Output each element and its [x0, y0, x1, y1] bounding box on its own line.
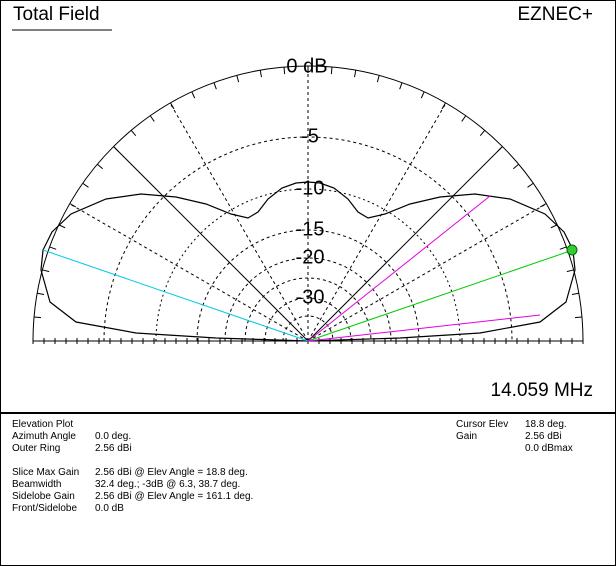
info-row: Sidelobe Gain 2.56 dBi @ Elev Angle = 161… [12, 491, 253, 503]
info-value: 2.56 dBi [95, 443, 132, 454]
beamwidth-line [307, 195, 491, 342]
ring-tick [330, 67, 333, 75]
plot-type: Elevation Plot [12, 419, 74, 430]
ring-tick [191, 91, 196, 99]
radial-line [113, 146, 309, 342]
info-row: Slice Max Gain 2.56 dBi @ Elev Angle = 18… [12, 467, 253, 479]
info-label: Sidelobe Gain [12, 491, 75, 502]
info-value: 2.56 dBi @ Elev Angle = 161.1 deg. [95, 491, 254, 502]
ring-tick [130, 130, 137, 137]
info-right: Cursor Elev 18.8 deg. Gain 2.56 dBi 0.0 dBm… [456, 419, 573, 455]
info-value: 0.0 deg. [95, 431, 132, 442]
ring-tick [283, 67, 286, 75]
title: Total Field [13, 4, 100, 25]
ring-tick [213, 82, 217, 90]
info-value: 0.0 dBmax [525, 443, 573, 454]
sidelobe-line [42, 249, 309, 342]
info-label: Cursor Elev [456, 419, 509, 430]
ring-tick [399, 82, 403, 90]
ring-tick [461, 115, 467, 122]
info-label: Outer Ring [12, 443, 61, 454]
ring-tick [527, 182, 534, 188]
pattern [40, 181, 576, 342]
radial-line [307, 203, 547, 342]
radial-line [169, 102, 309, 342]
ring-tick [376, 75, 380, 83]
ring-tick [236, 75, 240, 83]
info-value: 0.0 dB [95, 503, 124, 514]
tick-marks [32, 66, 584, 344]
ring-tick [571, 292, 579, 295]
info-label: Front/Sidelobe [12, 503, 78, 514]
ring-tick [259, 70, 262, 78]
ring-tick [512, 163, 519, 170]
app-name: EZNEC+ [518, 4, 594, 25]
info-row: Gain 2.56 dBi [456, 431, 573, 443]
info-row: Cursor Elev 18.8 deg. [456, 419, 573, 431]
info-value: 18.8 deg. [525, 419, 567, 430]
ring-tick [34, 316, 42, 319]
ring-tick [479, 130, 486, 137]
ring-label: 0 dB [286, 55, 327, 77]
radial-line [307, 102, 447, 342]
cursor-marker [566, 244, 578, 256]
cursor-line [307, 249, 574, 342]
info-label: Azimuth Angle [12, 431, 76, 442]
ring-label: -15 [296, 218, 325, 240]
info-row: 0.0 dBmax [456, 443, 573, 455]
ring-tick [566, 269, 574, 273]
frequency: 14.059 MHz [491, 380, 593, 401]
info-row: Beamwidth 32.4 deg.; -3dB @ 6.3, 38.7 deg… [12, 479, 253, 491]
info-frame [0, 413, 616, 566]
ring-tick [49, 246, 57, 250]
ring-tick [539, 203, 547, 208]
ring-tick [354, 70, 357, 78]
ring-tick [82, 182, 89, 188]
info-label: Beamwidth [12, 479, 62, 490]
ring-label: -30 [296, 286, 325, 308]
ring-tick [574, 316, 582, 319]
ring-tick [441, 102, 446, 110]
ring-labels: 0 dB -5 -10 -15 -20 -30 [286, 55, 327, 308]
info-left: Elevation Plot Azimuth Angle 0.0 deg. Oute… [12, 419, 253, 515]
info-label: Gain [456, 431, 478, 442]
info-row: Front/Sidelobe 0.0 dB [12, 503, 253, 515]
info-row: Azimuth Angle 0.0 deg. [12, 431, 253, 443]
ring-label: -10 [296, 177, 325, 199]
ring-tick [497, 146, 503, 152]
ring-tick [37, 292, 45, 295]
info-value: 2.56 dBi [525, 431, 562, 442]
info-row: Outer Ring 2.56 dBi [12, 443, 253, 455]
ring-tick [113, 146, 119, 152]
ring-tick [97, 163, 104, 170]
ring [224, 257, 392, 342]
ring-tick [559, 246, 567, 250]
radial-line [307, 146, 503, 342]
info-value: 32.4 deg.; -3dB @ 6.3, 38.7 deg. [95, 479, 241, 490]
ring-tick [69, 203, 77, 208]
ring-label: -5 [301, 125, 319, 147]
ring [282, 315, 334, 342]
beamwidth-line [307, 314, 541, 342]
ring-tick [420, 91, 425, 99]
ring-label: -20 [296, 246, 325, 268]
ring-tick [42, 269, 50, 273]
info-label: Slice Max Gain [12, 467, 80, 478]
ring-tick [170, 102, 175, 110]
ring-tick [149, 115, 155, 122]
radial-line [69, 203, 309, 342]
info-value: 2.56 dBi @ Elev Angle = 18.8 deg. [95, 467, 248, 478]
